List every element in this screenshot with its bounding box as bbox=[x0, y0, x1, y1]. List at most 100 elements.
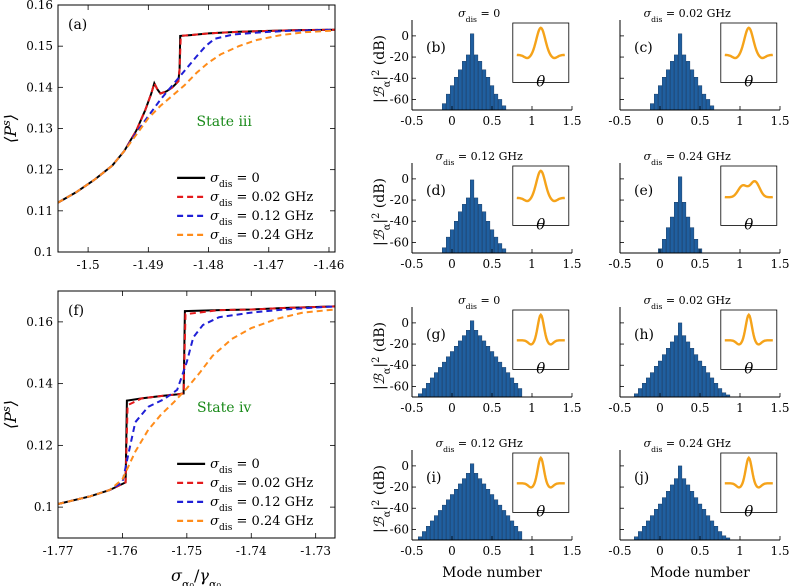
bar bbox=[690, 69, 695, 111]
bar bbox=[450, 351, 455, 398]
bar bbox=[654, 509, 659, 541]
bar bbox=[454, 220, 459, 254]
bar bbox=[650, 515, 655, 541]
bar bbox=[666, 69, 671, 111]
bar bbox=[434, 372, 439, 398]
y-tick-label: 0.11 bbox=[26, 204, 53, 218]
bar bbox=[510, 377, 515, 398]
x-tick-label: 1.5 bbox=[562, 401, 581, 415]
x-tick-label: 0 bbox=[448, 544, 456, 558]
panel-label: (c) bbox=[634, 40, 653, 56]
legend-entry: σdis = 0 bbox=[210, 457, 260, 476]
bar bbox=[662, 497, 667, 541]
state-annotation: State iv bbox=[197, 400, 251, 416]
bar bbox=[466, 54, 471, 111]
inset-theta-label: θ bbox=[744, 72, 753, 90]
inset-frame bbox=[512, 22, 570, 83]
bar bbox=[478, 204, 483, 254]
bar bbox=[442, 103, 447, 111]
bar-panel-h: -0.5 0 0.5 1 1.5 (h) σdis = 0.02 GHz θ bbox=[608, 294, 789, 415]
bar bbox=[490, 351, 495, 398]
bar bbox=[498, 504, 503, 541]
legend-entry: σdis = 0.24 GHz bbox=[210, 514, 313, 533]
bar bbox=[682, 335, 687, 398]
bar bbox=[506, 515, 511, 541]
x-tick-label: 1 bbox=[736, 114, 744, 128]
bar bbox=[702, 509, 707, 541]
bar bbox=[714, 526, 719, 541]
bar bbox=[478, 61, 483, 111]
bar bbox=[706, 515, 711, 541]
inset: θ bbox=[720, 452, 778, 520]
x-tick-label: 0 bbox=[448, 114, 456, 128]
x-tick-label: 0.5 bbox=[482, 544, 501, 558]
bar bbox=[642, 383, 647, 398]
x-tick-label: 1 bbox=[736, 544, 744, 558]
line-panel-a: -1.5 -1.49 -1.48 -1.47 -1.46 0.1 0.11 0.12 0.13 0… bbox=[0, 0, 344, 272]
legend-entry: σdis = 0.02 GHz bbox=[210, 476, 313, 495]
y-tick-label: -40 bbox=[390, 214, 409, 228]
x-tick-label: 0 bbox=[448, 257, 456, 271]
y-axis-label: ⟨Ps⟩ bbox=[0, 114, 20, 143]
panel-label: (i) bbox=[426, 470, 441, 486]
x-tick-label: 0 bbox=[656, 114, 664, 128]
inset-curve bbox=[516, 26, 565, 60]
bar bbox=[446, 93, 451, 111]
y-tick-label: 0 bbox=[401, 172, 409, 186]
bar bbox=[514, 526, 519, 541]
inset: θ bbox=[512, 309, 570, 377]
bar bbox=[674, 335, 679, 398]
inset-curve bbox=[724, 312, 773, 346]
series-line bbox=[57, 308, 336, 505]
bar bbox=[698, 503, 703, 541]
bar bbox=[502, 105, 507, 111]
series-line bbox=[57, 305, 336, 505]
inset-theta-label: θ bbox=[536, 72, 545, 90]
bar bbox=[450, 494, 455, 541]
bar bbox=[490, 494, 495, 541]
bar bbox=[502, 510, 507, 541]
x-tick-label: 0 bbox=[448, 401, 456, 415]
bar bbox=[486, 489, 491, 541]
bar bbox=[670, 216, 675, 254]
bar bbox=[510, 520, 515, 541]
x-tick-label: 1.5 bbox=[770, 257, 789, 271]
x-tick-label: -0.5 bbox=[400, 257, 423, 271]
bar bbox=[682, 54, 687, 111]
bar bbox=[646, 377, 651, 398]
y-tick-label: -60 bbox=[390, 522, 409, 536]
bar-panel-j: -0.5 0 0.5 1 1.5 (j) σdis = 0.24 GHz θ Mode numb… bbox=[608, 437, 789, 581]
y-tick-label: 0 bbox=[401, 459, 409, 473]
x-tick-label: 1.5 bbox=[562, 257, 581, 271]
inset-curve bbox=[724, 179, 773, 199]
y-tick-label: -20 bbox=[390, 193, 409, 207]
panel-label: (e) bbox=[634, 183, 653, 199]
x-tick-label: 1 bbox=[736, 401, 744, 415]
bar bbox=[678, 176, 683, 254]
state-annotation: State iii bbox=[197, 114, 253, 130]
bar bbox=[670, 61, 675, 111]
y-tick-label: -60 bbox=[390, 235, 409, 249]
bar-panel-d: -0.5 0 0.5 1 1.5 -60 -40 -20 0 (d) σdis = 0.12 GHz… bbox=[371, 150, 582, 271]
bar bbox=[654, 366, 659, 398]
inset-curve bbox=[516, 312, 565, 346]
bar bbox=[702, 366, 707, 398]
x-tick-label: -0.5 bbox=[400, 401, 423, 415]
bar bbox=[442, 504, 447, 541]
bar bbox=[422, 531, 427, 541]
legend-entry: σdis = 0.12 GHz bbox=[210, 209, 313, 228]
bar bbox=[430, 520, 435, 541]
panel-label: (f) bbox=[68, 303, 84, 319]
bar-panel-b: -0.5 0 0.5 1 1.5 -60 -40 -20 0 (b) σdis = 0 θ |ℬα|2 … bbox=[371, 7, 582, 128]
y-axis-label: |ℬα|2 (dB) bbox=[371, 465, 393, 533]
bar bbox=[454, 76, 459, 111]
y-tick-label: 0.1 bbox=[34, 500, 53, 514]
x-tick-label: -1.49 bbox=[133, 258, 164, 272]
plot-frame bbox=[57, 4, 336, 253]
bar bbox=[690, 348, 695, 398]
x-tick-label: -1.73 bbox=[300, 544, 331, 558]
legend-entry: σdis = 0.02 GHz bbox=[210, 190, 313, 209]
x-axis-label-f: σα₀/γα₀ bbox=[171, 566, 221, 586]
